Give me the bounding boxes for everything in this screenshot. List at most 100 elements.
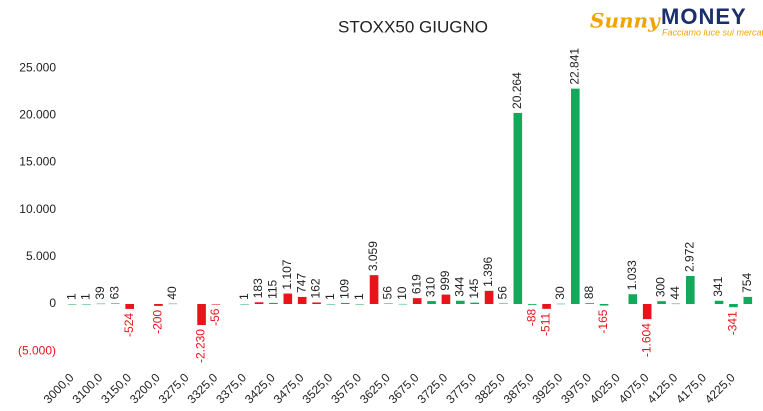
x-tick-label: 3375,0	[213, 370, 249, 406]
y-tick-label: 15.000	[19, 155, 56, 169]
data-label: -88	[524, 309, 538, 327]
bar	[67, 303, 77, 305]
bar	[111, 303, 120, 304]
x-tick-label: 3875,0	[501, 370, 537, 406]
data-label: 40	[165, 286, 179, 300]
x-tick-label: 3775,0	[443, 370, 479, 406]
bar	[355, 303, 364, 305]
bar	[125, 304, 134, 309]
bar	[484, 290, 494, 304]
bar	[341, 302, 350, 304]
x-tick-label: 3725,0	[414, 370, 450, 406]
data-label: -524	[122, 313, 136, 337]
bar	[499, 303, 508, 304]
data-label: 145	[467, 278, 481, 298]
x-tick-label: 4025,0	[587, 370, 623, 406]
data-label: 1.396	[481, 256, 495, 286]
data-label: 88	[582, 285, 596, 299]
data-label: 56	[381, 286, 395, 300]
data-label: 1	[352, 293, 366, 300]
bar	[657, 301, 666, 304]
logo: Sunny MONEY Facciamo luce sui mercati	[590, 4, 763, 38]
bar	[168, 303, 178, 305]
bar	[527, 304, 537, 305]
x-tick-label: 3325,0	[184, 370, 220, 406]
x-tick-label: 3425,0	[242, 370, 278, 406]
x-tick-label: 3275,0	[156, 370, 192, 406]
logo-tagline: Facciamo luce sui mercati	[662, 27, 763, 37]
bar	[297, 296, 307, 304]
bar	[729, 304, 738, 308]
x-tick-label: 4175,0	[673, 370, 709, 406]
data-label: 56	[496, 286, 510, 300]
data-label: 754	[740, 273, 754, 293]
data-label: 10	[395, 286, 409, 300]
y-tick-label: 5.000	[26, 249, 56, 263]
bar	[513, 112, 523, 305]
data-label: 300	[654, 277, 668, 297]
chart-title: STOXX50 GIUGNO	[338, 17, 488, 36]
logo-name: MONEY	[661, 4, 747, 29]
data-label: 30	[553, 286, 567, 300]
data-label: 115	[266, 279, 280, 298]
x-tick-label: 3150,0	[98, 370, 134, 406]
data-label: -200	[151, 310, 165, 334]
data-label: 341	[711, 276, 725, 296]
bar	[571, 88, 580, 304]
x-tick-label: 3100,0	[69, 370, 105, 406]
x-tick-label: 4125,0	[644, 370, 680, 406]
data-label: 1.107	[280, 259, 294, 289]
bar	[628, 294, 638, 304]
bar	[82, 303, 91, 305]
bar	[211, 304, 221, 305]
bar	[369, 275, 379, 304]
bar	[441, 294, 451, 304]
data-label: 310	[424, 277, 438, 297]
bar	[714, 300, 724, 304]
data-label: 1	[237, 293, 251, 300]
data-label: -1.604	[639, 323, 653, 357]
data-label: 619	[409, 274, 423, 294]
data-label: -56	[208, 308, 222, 326]
data-label: -165	[596, 309, 610, 333]
x-tick-label: 4225,0	[702, 370, 738, 406]
bar	[240, 303, 249, 305]
x-tick-label: 3525,0	[299, 370, 335, 406]
bar	[585, 303, 594, 304]
data-label: -2.230	[194, 329, 208, 363]
y-tick-label: 0	[49, 296, 56, 310]
data-label: 1.033	[625, 260, 639, 290]
x-tick-label: 3200,0	[127, 370, 163, 406]
x-tick-label: 3000,0	[41, 370, 77, 406]
data-label: 44	[668, 286, 682, 300]
bar	[384, 303, 393, 304]
bar	[154, 304, 163, 306]
bar	[642, 304, 652, 320]
bar	[398, 303, 408, 305]
data-label: 63	[107, 286, 121, 300]
bar	[743, 296, 753, 304]
x-tick-label: 3675,0	[386, 370, 422, 406]
data-label: 999	[438, 270, 452, 290]
bar	[197, 304, 206, 326]
data-label: 162	[309, 278, 323, 298]
y-tick-label: 20.000	[19, 108, 56, 122]
data-label: 747	[294, 273, 308, 293]
data-label: -341	[726, 311, 740, 335]
data-label: 109	[337, 279, 351, 299]
data-label: 1	[79, 293, 93, 300]
bar	[456, 300, 465, 304]
data-label: 3.059	[366, 241, 380, 271]
data-label: 22.841	[567, 48, 581, 85]
x-tick-label: 3475,0	[271, 370, 307, 406]
bar	[412, 298, 422, 304]
bar	[542, 304, 551, 309]
y-tick-label: (5.000)	[18, 343, 56, 357]
bar	[556, 303, 566, 305]
data-label: 39	[93, 286, 107, 300]
bar	[326, 303, 336, 305]
data-label: 183	[251, 278, 265, 298]
bar	[599, 304, 609, 306]
y-tick-label: 25.000	[19, 60, 56, 74]
